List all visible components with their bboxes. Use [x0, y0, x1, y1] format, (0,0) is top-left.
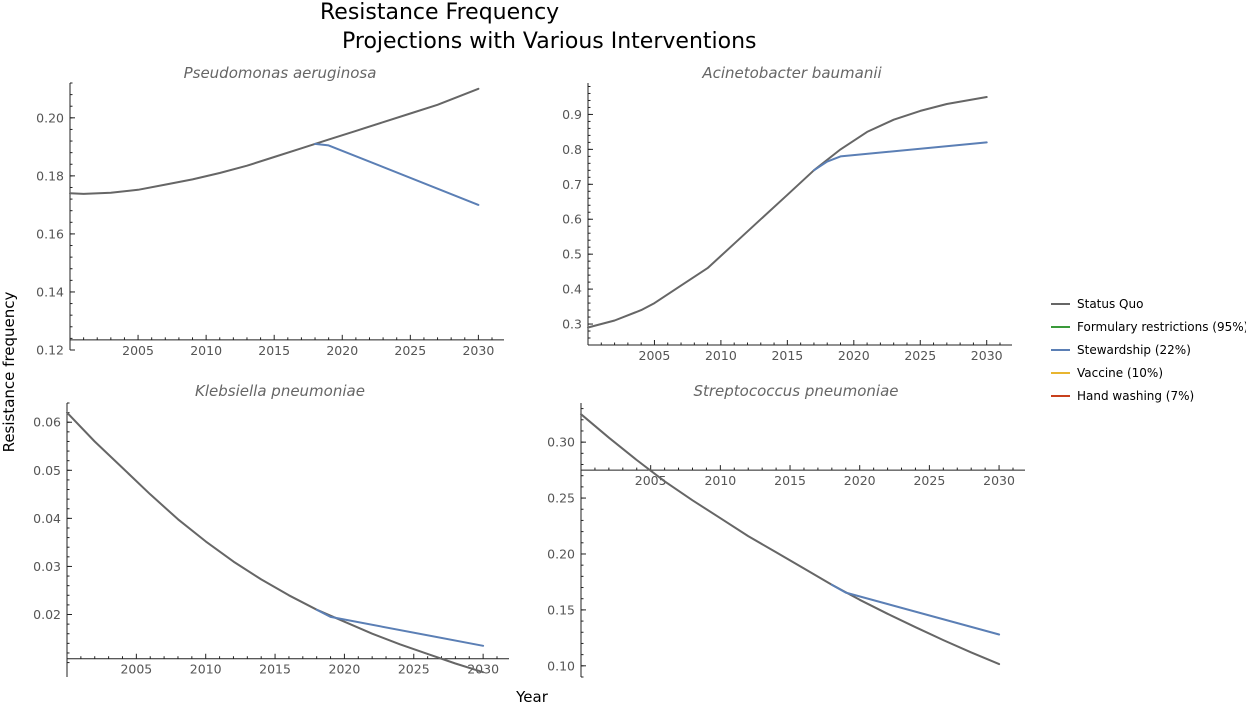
legend-entry: Vaccine (10%) [1051, 366, 1163, 380]
legend-entry: Status Quo [1051, 297, 1143, 311]
panel-3: Klebsiella pneumoniae 2005 2010 2015 2020 202… [33, 382, 509, 677]
x-tick-label: 2010 [705, 348, 737, 363]
legend-label: Hand washing (7%) [1077, 389, 1194, 403]
legend-entry: Hand washing (7%) [1051, 389, 1194, 403]
legend-label: Stewardship (22%) [1077, 343, 1191, 357]
x-tick-label: 2025 [398, 662, 430, 677]
panel-1: Pseudomonas aeruginosa 2005 2010 2015 2020 20… [36, 64, 504, 358]
x-tick-label: 2015 [774, 473, 806, 488]
legend-entry: Formulary restrictions (95%) [1051, 320, 1246, 334]
x-tick-label: 2015 [771, 348, 803, 363]
x-tick-label: 2010 [704, 473, 736, 488]
legend-label: Formulary restrictions (95%) [1077, 320, 1246, 334]
series-line-2 [830, 583, 1001, 636]
x-tick-label: 2020 [838, 348, 870, 363]
panels: Pseudomonas aeruginosa 2005 2010 2015 2020 20… [33, 64, 1025, 678]
x-tick-label: 2030 [467, 662, 499, 677]
y-tick-label: 0.9 [562, 107, 582, 122]
y-tick-label: 0.03 [33, 559, 61, 574]
series-line-1 [69, 87, 480, 195]
x-tick-label: 2020 [329, 662, 361, 677]
y-tick-label: 0.04 [33, 511, 61, 526]
y-tick-label: 0.6 [562, 212, 582, 227]
y-tick-label: 0.18 [36, 168, 64, 183]
series-line-1 [587, 96, 988, 329]
x-tick-label: 2025 [394, 343, 426, 358]
x-tick-label: 2005 [635, 473, 667, 488]
x-tick-label: 2005 [120, 662, 152, 677]
chart-title-line-1: Resistance Frequency [320, 0, 559, 25]
panel-title: Klebsiella pneumoniae [195, 382, 365, 400]
y-axis-label: Resistance frequency [0, 291, 18, 452]
panel-title: Streptococcus pneumoniae [693, 382, 898, 400]
series-line-1 [66, 411, 485, 674]
y-tick-label: 0.20 [36, 110, 64, 125]
x-axis-label: Year [515, 688, 549, 704]
y-tick-label: 0.12 [36, 343, 64, 358]
legend-label: Status Quo [1077, 297, 1143, 311]
y-tick-label: 0.8 [562, 142, 582, 157]
y-tick-label: 0.06 [33, 415, 61, 430]
x-tick-label: 2025 [913, 473, 945, 488]
series-line-2 [812, 141, 988, 172]
series-line-2 [315, 608, 485, 647]
x-tick-label: 2015 [258, 343, 290, 358]
y-tick-label: 0.14 [36, 284, 64, 299]
x-tick-label: 2010 [190, 343, 222, 358]
legend-entry: Stewardship (22%) [1051, 343, 1191, 357]
x-tick-label: 2015 [259, 662, 291, 677]
x-tick-label: 2030 [971, 348, 1003, 363]
x-tick-label: 2005 [639, 348, 671, 363]
x-tick-label: 2020 [326, 343, 358, 358]
y-tick-label: 0.5 [562, 247, 582, 262]
panel-4: Streptococcus pneumoniae 2005 2010 2015 2020… [547, 382, 1025, 678]
y-tick-label: 0.4 [562, 282, 582, 297]
y-tick-label: 0.20 [547, 546, 575, 561]
panel-title: Acinetobacter baumanii [701, 64, 882, 82]
y-tick-label: 0.10 [547, 658, 575, 673]
y-tick-label: 0.05 [33, 463, 61, 478]
series-line-2 [314, 142, 480, 206]
y-tick-label: 0.02 [33, 607, 61, 622]
x-tick-label: 2030 [462, 343, 494, 358]
series-line-1 [580, 413, 1001, 666]
legend: Status Quo Formulary restrictions (95%) St… [1051, 297, 1246, 403]
panel-2: Acinetobacter baumanii 2005 2010 2015 2020 20… [562, 64, 1012, 363]
y-tick-label: 0.7 [562, 177, 582, 192]
x-tick-label: 2030 [983, 473, 1015, 488]
x-tick-label: 2010 [190, 662, 222, 677]
y-tick-label: 0.25 [547, 491, 575, 506]
x-tick-label: 2025 [904, 348, 936, 363]
panel-title: Pseudomonas aeruginosa [184, 64, 377, 82]
y-tick-label: 0.16 [36, 226, 64, 241]
chart-title-line-2: Projections with Various Interventions [342, 29, 757, 54]
x-tick-label: 2005 [122, 343, 154, 358]
y-tick-label: 0.3 [562, 317, 582, 332]
x-tick-label: 2020 [844, 473, 876, 488]
legend-label: Vaccine (10%) [1077, 366, 1163, 380]
y-tick-label: 0.15 [547, 602, 575, 617]
y-tick-label: 0.30 [547, 435, 575, 450]
